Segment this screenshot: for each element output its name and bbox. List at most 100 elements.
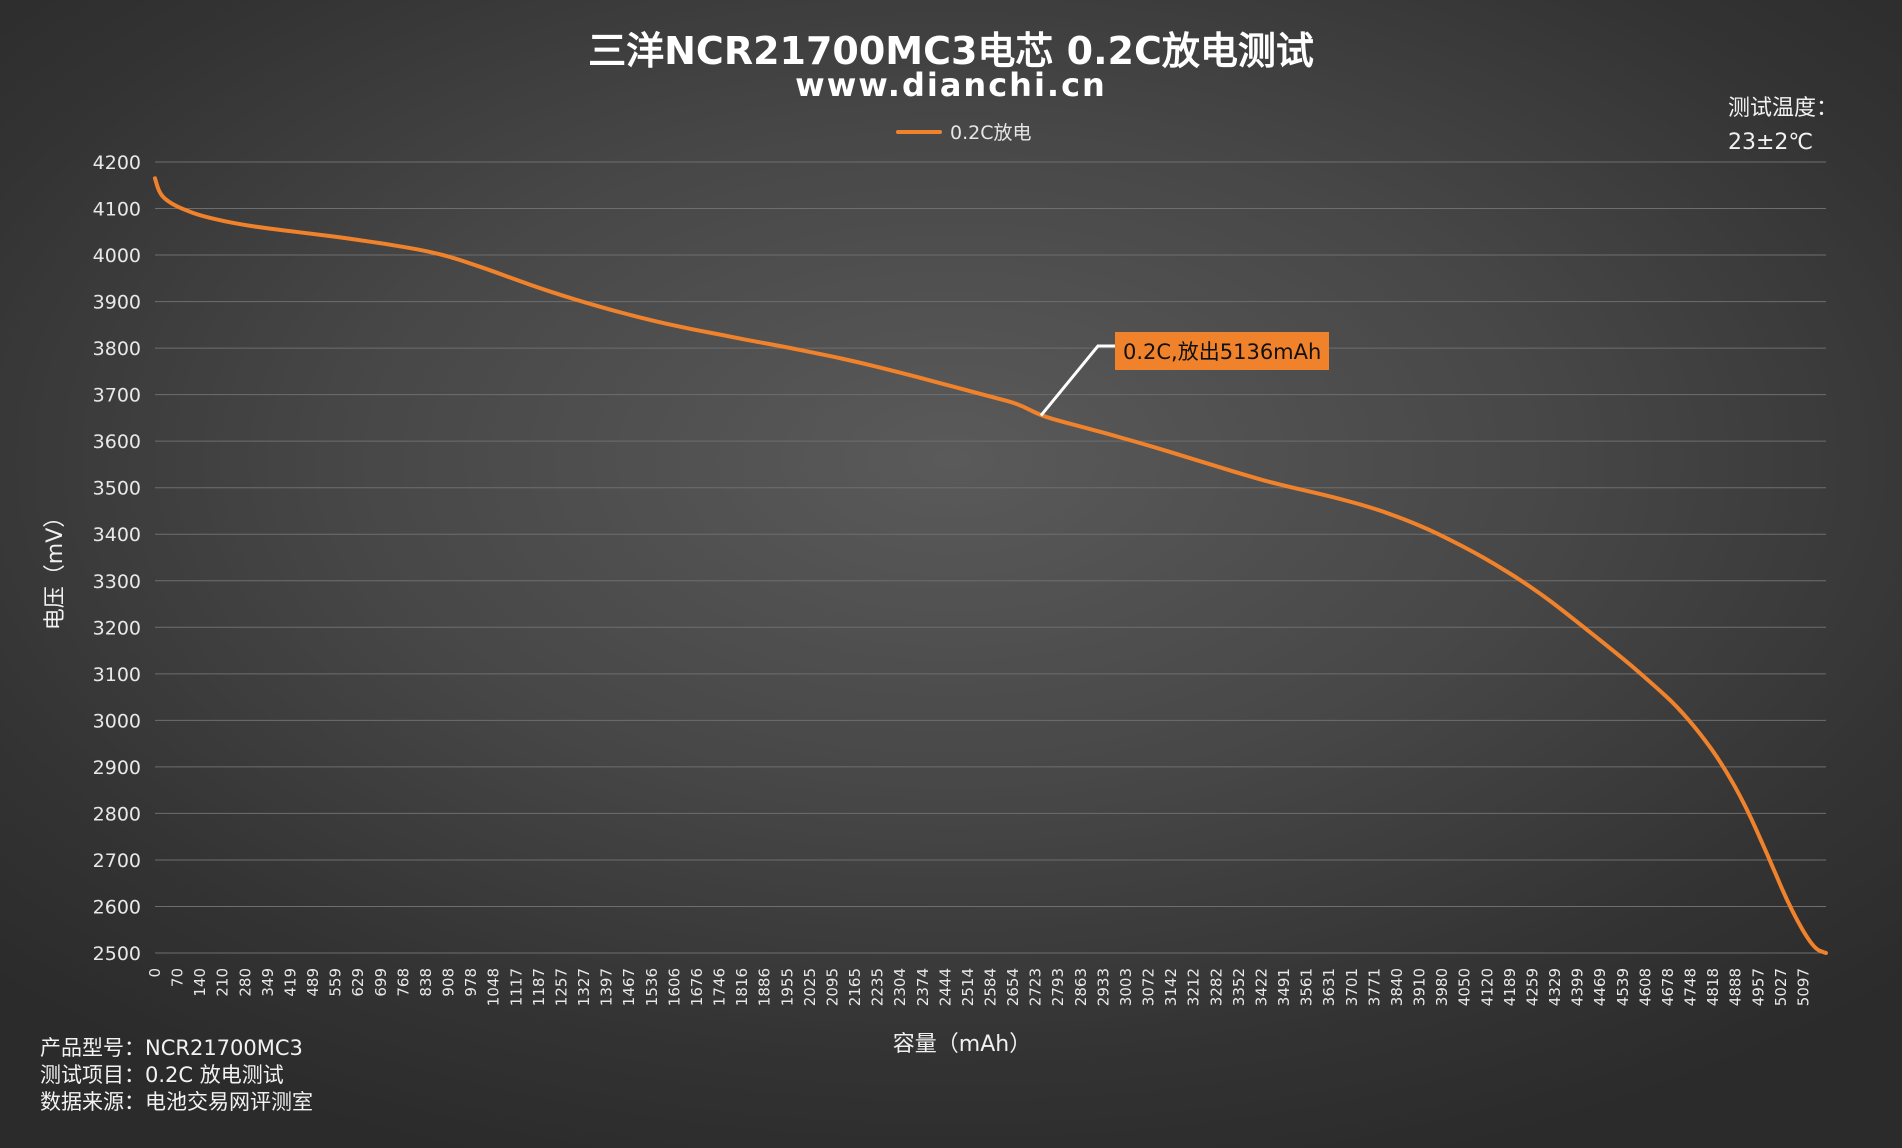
x-tick-label: 4888 [1727,968,1745,1006]
x-tick-label: 280 [236,968,254,997]
x-tick-label: 3003 [1117,968,1135,1006]
y-tick-label: 3200 [93,617,141,639]
x-tick-label: 4957 [1749,968,1767,1006]
x-tick-label: 1257 [552,968,570,1006]
x-tick-label: 4120 [1478,968,1496,1006]
series-layer [153,176,1829,956]
x-tick-label: 4469 [1591,968,1609,1006]
x-tick-label: 2025 [801,968,819,1006]
y-tick-label: 3100 [93,664,141,686]
x-tick-label: 1327 [575,968,593,1006]
x-tick-label: 978 [462,968,480,997]
temperature-label: 测试温度： [1727,96,1838,121]
test-label: 测试项目： [40,1063,145,1087]
x-tick-label: 2444 [936,968,954,1006]
y-tick-label: 2900 [93,757,141,779]
x-tick-label: 3910 [1411,968,1429,1006]
x-tick-label: 4189 [1501,968,1519,1006]
legend-label: 0.2C放电 [950,122,1032,144]
y-tick-label: 3700 [93,385,141,407]
chart-subtitle: www.dianchi.cn [795,66,1107,104]
x-tick-label: 3631 [1320,968,1338,1006]
footer-test: 测试项目： 0.2C 放电测试 [40,1062,313,1089]
temperature-value: 23±2℃ [1727,130,1814,155]
x-tick-label: 2933 [1094,968,1112,1006]
y-tick-label: 3600 [93,431,141,453]
x-tick-label: 3980 [1433,968,1451,1006]
x-tick-label: 3422 [1252,968,1270,1006]
x-tick-label: 1467 [620,968,638,1006]
x-tick-label: 4818 [1704,968,1722,1006]
x-tick-label: 349 [259,968,277,997]
x-tick-label: 1746 [711,968,729,1006]
x-tick-label: 0 [146,968,164,978]
x-tick-label: 2514 [959,968,977,1006]
x-tick-label: 2374 [914,968,932,1006]
x-tick-label: 5027 [1772,968,1790,1006]
x-tick-label: 1606 [665,968,683,1006]
x-tick-label: 3840 [1388,968,1406,1006]
footer-source: 数据来源： 电池交易网评测室 [40,1089,313,1116]
annotation-leader-line [1039,344,1116,417]
y-axis-title: 电压（mV） [43,506,68,630]
chart-title: 三洋NCR21700MC3电芯 0.2C放电测试 [588,29,1314,73]
x-tick-label: 1397 [598,968,616,1006]
x-tick-label: 3352 [1230,968,1248,1006]
x-tick-label: 2095 [823,968,841,1006]
model-label: 产品型号： [40,1036,145,1060]
series-line [153,176,1829,956]
legend-swatch [896,129,942,134]
x-tick-label: 629 [349,968,367,997]
x-tick-label: 838 [417,968,435,997]
annotation-callout: 0.2C,放出5136mAh [1115,332,1330,370]
x-tick-label: 2654 [1004,968,1022,1006]
x-tick-label: 4608 [1636,968,1654,1006]
y-tick-label: 2800 [93,803,141,825]
x-tick-label: 140 [191,968,209,997]
y-tick-label: 3400 [93,524,141,546]
x-tick-label: 5097 [1794,968,1812,1006]
x-tick-label: 210 [214,968,232,997]
x-tick-label: 3701 [1343,968,1361,1006]
x-axis-title: 容量（mAh） [893,1032,1031,1057]
y-tick-label: 3300 [93,571,141,593]
x-tick-label: 559 [327,968,345,997]
x-tick-label: 3212 [1185,968,1203,1006]
x-tick-label: 3142 [1162,968,1180,1006]
x-tick-label: 4329 [1546,968,1564,1006]
annotation-leader [1039,344,1116,417]
x-tick-label: 1676 [688,968,706,1006]
x-tick-label: 3072 [1140,968,1158,1006]
x-tick-label: 699 [372,968,390,997]
x-tick-label: 1117 [507,968,525,1006]
y-tick-label: 2700 [93,850,141,872]
y-tick-label: 2600 [93,896,141,918]
x-tick-label: 1048 [485,968,503,1006]
x-tick-label: 3491 [1275,968,1293,1006]
y-tick-label: 4000 [93,245,141,267]
x-tick-label: 2584 [982,968,1000,1006]
legend: 0.2C放电 [896,118,1031,145]
x-tick-label: 4399 [1569,968,1587,1006]
y-tick-labels: 4200 4100 4000 3900 3800 3700 3600 3500 3400 3300… [93,152,141,965]
x-tick-label: 2165 [846,968,864,1006]
source-value: 电池交易网评测室 [145,1090,313,1114]
x-tick-label: 768 [394,968,412,997]
x-tick-labels: 0 70 140 210 280 349 419 489 559 629 699 768 838 908 9… [146,968,1812,1006]
y-tick-label: 3500 [93,478,141,500]
x-tick-label: 419 [281,968,299,997]
x-tick-label: 1816 [733,968,751,1006]
y-tick-label: 4200 [93,152,141,174]
x-tick-label: 2235 [869,968,887,1006]
test-value: 0.2C 放电测试 [145,1063,284,1087]
x-tick-label: 2793 [1049,968,1067,1006]
x-tick-label: 3561 [1298,968,1316,1006]
grid-layer [155,161,1826,954]
x-tick-label: 1886 [756,968,774,1006]
x-tick-label: 3282 [1207,968,1225,1006]
footer-model: 产品型号： NCR21700MC3 [40,1035,313,1062]
x-tick-label: 2863 [1072,968,1090,1006]
x-tick-label: 4259 [1523,968,1541,1006]
footer-info: 产品型号： NCR21700MC3 测试项目： 0.2C 放电测试 数据来源： … [40,1035,313,1116]
